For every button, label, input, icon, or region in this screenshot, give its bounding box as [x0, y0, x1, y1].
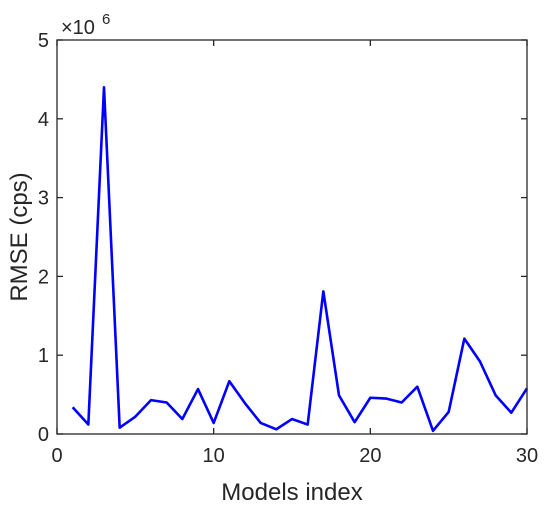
- x-tick-label: 20: [359, 445, 381, 467]
- x-tick-label: 30: [516, 445, 538, 467]
- y-tick-label: 1: [38, 345, 49, 367]
- x-axis-label: Models index: [221, 479, 362, 506]
- x-tick-label: 10: [203, 445, 225, 467]
- y-tick-label: 2: [38, 266, 49, 288]
- y-tick-label: 0: [38, 424, 49, 446]
- y-tick-label: 4: [38, 109, 49, 131]
- series-line: [71, 85, 529, 433]
- x-tick-label: 0: [51, 445, 62, 467]
- plot-frame: [56, 39, 528, 435]
- y-scale-exponent: 6: [102, 11, 110, 28]
- y-tick-label: 5: [38, 30, 49, 52]
- plot-area: [57, 40, 527, 434]
- y-tick-label: 3: [38, 188, 49, 210]
- series-layer: [71, 85, 529, 433]
- y-axis-label: RMSE (cps): [6, 172, 33, 301]
- x-axis-ticks: 0 10 20 30: [51, 40, 538, 467]
- y-scale-base: ×10: [61, 17, 95, 39]
